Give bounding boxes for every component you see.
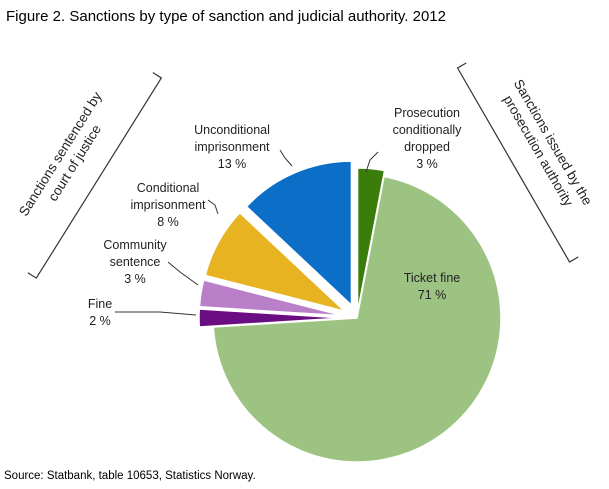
slice-label: Conditional imprisonment 8 %	[113, 180, 223, 231]
value-label: 2 %	[89, 314, 111, 328]
leader-line	[167, 261, 199, 286]
source: Source: Statbank, table 10653, Statistic…	[4, 470, 256, 482]
category-label: Ticket fine	[403, 271, 461, 285]
category-label: Conditional imprisonment	[130, 181, 206, 212]
value-label: 3 %	[124, 272, 146, 286]
slice-label: Unconditional imprisonment 13 %	[177, 122, 287, 173]
category-label: Fine	[87, 297, 113, 311]
value-label: 71 %	[417, 288, 447, 302]
bracket	[456, 62, 579, 263]
annotation: Sanctions sentenced by court of justice	[15, 89, 105, 219]
leader-lines	[115, 149, 379, 316]
annotation-right: Sanctions issued by the prosecution auth…	[456, 62, 596, 263]
slice	[245, 160, 353, 307]
slice-label: Fine 2 %	[70, 296, 130, 330]
value-label: 8 %	[157, 215, 179, 229]
category-label: Community sentence	[103, 238, 167, 269]
value-label: 3 %	[416, 157, 438, 171]
annotation-box: Sanctions issued by the prosecution auth…	[500, 76, 596, 209]
annotation: Sanctions issued by the prosecution auth…	[500, 76, 596, 209]
leader-line	[279, 149, 293, 167]
leader-line	[365, 151, 379, 173]
leader-line	[207, 199, 219, 215]
category-label: Prosecution conditionally dropped	[392, 106, 462, 154]
annotation-left: Sanctions sentenced by court of justice	[15, 72, 163, 279]
slice-label: Prosecution conditionally dropped 3 %	[382, 105, 472, 173]
slice	[198, 308, 344, 328]
leader-line	[115, 311, 197, 316]
slice	[212, 175, 502, 463]
slice-label: Community sentence 3 %	[95, 237, 175, 288]
bracket	[27, 72, 163, 279]
value-label: 13 %	[217, 157, 247, 171]
slice	[204, 211, 346, 312]
category-label: Unconditional imprisonment	[194, 123, 270, 154]
chart-title: Figure 2. Sanctions by type of sanction …	[6, 8, 446, 25]
slice-label: Ticket fine 71 %	[382, 270, 482, 304]
slice	[198, 279, 344, 317]
